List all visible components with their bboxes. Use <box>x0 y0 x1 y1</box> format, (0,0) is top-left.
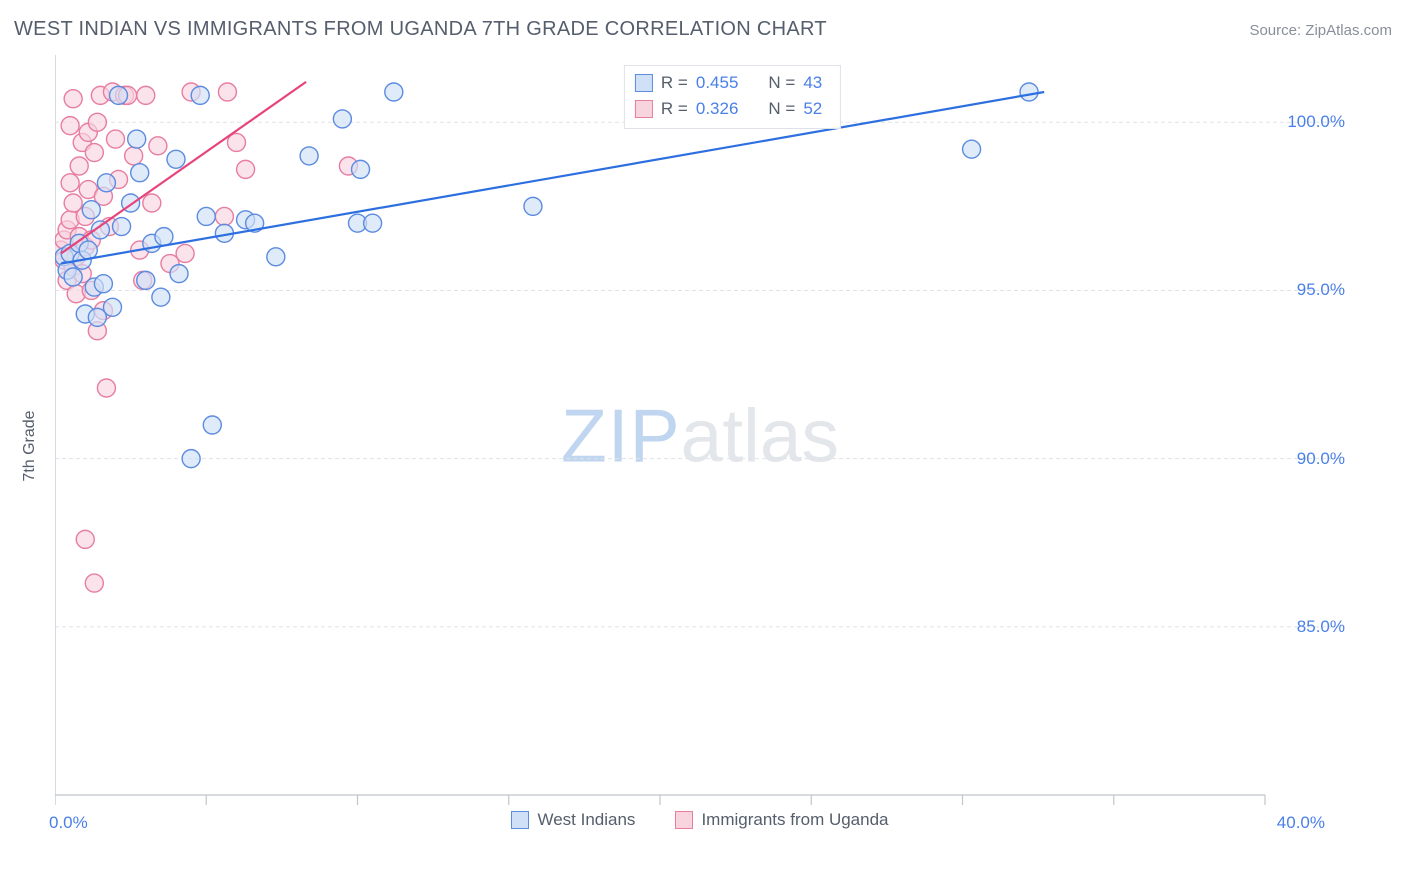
x-tick-label: 40.0% <box>1277 813 1325 833</box>
legend-r-value-0: 0.455 <box>696 70 739 96</box>
chart-source: Source: ZipAtlas.com <box>1249 22 1392 39</box>
legend-n-label: N = <box>768 70 795 96</box>
series-legend: West Indians Immigrants from Uganda <box>55 810 1345 830</box>
legend-n-label: N = <box>768 96 795 122</box>
legend-bottom-swatch-1 <box>675 811 693 829</box>
chart-title: WEST INDIAN VS IMMIGRANTS FROM UGANDA 7T… <box>14 18 827 41</box>
x-tick-label: 0.0% <box>49 813 88 833</box>
legend-bottom-swatch-0 <box>511 811 529 829</box>
y-tick-label: 85.0% <box>1297 617 1345 637</box>
y-tick-label: 90.0% <box>1297 449 1345 469</box>
legend-n-value-0: 43 <box>803 70 822 96</box>
y-tick-label: 100.0% <box>1287 112 1345 132</box>
y-tick-label: 95.0% <box>1297 280 1345 300</box>
correlation-legend: R = 0.455 N = 43 R = 0.326 N = 52 <box>624 65 841 129</box>
legend-swatch-0 <box>635 74 653 92</box>
scatter-plot <box>55 55 1345 825</box>
chart-area: ZIPatlas R = 0.455 N = 43 R = 0.326 N = … <box>55 55 1345 825</box>
legend-bottom-label-0: West Indians <box>537 810 635 830</box>
legend-item-0: West Indians <box>511 810 635 830</box>
legend-row-series-0: R = 0.455 N = 43 <box>635 70 822 96</box>
legend-item-1: Immigrants from Uganda <box>675 810 888 830</box>
legend-bottom-label-1: Immigrants from Uganda <box>701 810 888 830</box>
legend-r-value-1: 0.326 <box>696 96 739 122</box>
legend-swatch-1 <box>635 100 653 118</box>
legend-r-label: R = <box>661 96 688 122</box>
chart-header: WEST INDIAN VS IMMIGRANTS FROM UGANDA 7T… <box>14 18 1392 41</box>
legend-row-series-1: R = 0.326 N = 52 <box>635 96 822 122</box>
legend-n-value-1: 52 <box>803 96 822 122</box>
legend-r-label: R = <box>661 70 688 96</box>
y-axis-title: 7th Grade <box>21 410 39 481</box>
